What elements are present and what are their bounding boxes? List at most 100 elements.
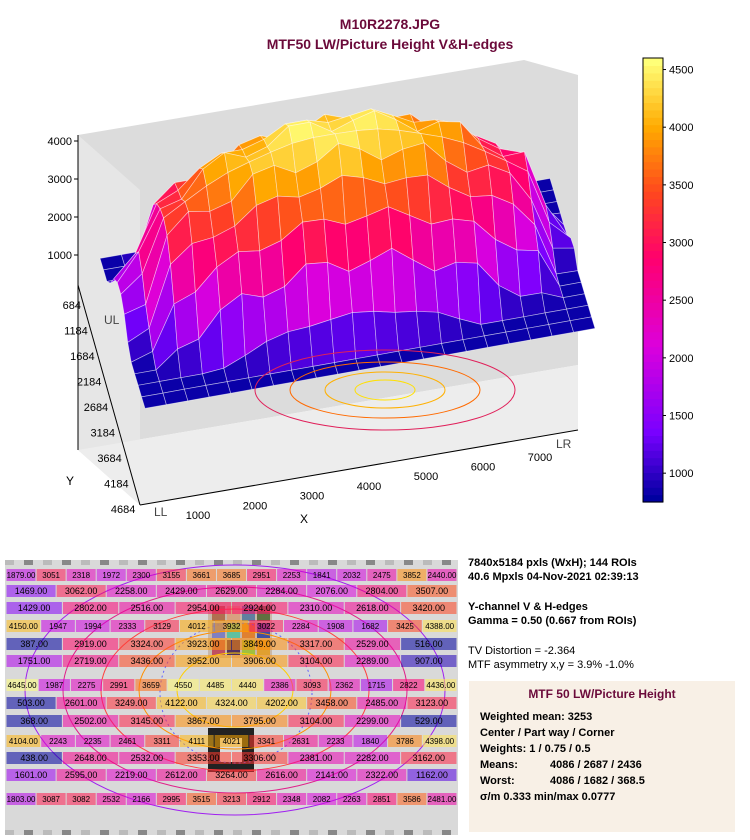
roi-box [96,569,126,581]
x-tick-label: 1000 [186,510,210,522]
colorbar-tick-label: 4000 [669,122,693,134]
roi-box [156,697,206,709]
distortion-info: TV Distortion = -2.364 MTF asymmetry x,y… [468,644,634,672]
stats-panel: MTF 50 LW/Picture Height Weighted mean: … [469,681,735,832]
roi-box [36,793,66,805]
floor-contour-1 [289,361,481,419]
roi-box [6,620,41,632]
roi-box [401,602,457,614]
roi-value: 3436.00 [131,656,164,666]
roi-value: 2235 [84,737,102,746]
roi-box [367,793,397,805]
roi-value: 2502.00 [74,716,107,726]
roi-box [62,655,119,667]
roi-value: 2532 [102,795,120,804]
weighted-mean: Weighted mean: 3253 [480,711,593,723]
roi-value: 3317.00 [300,639,333,649]
roi-value: 2919.00 [74,639,107,649]
roi-value: 2141.00 [315,770,348,780]
roi-box [126,793,156,805]
roi-box [6,735,41,747]
roi-value: 1840 [361,737,379,746]
roi-box [307,793,337,805]
roi-value: 3062.00 [65,586,98,596]
roi-value: 1601.00 [15,770,48,780]
x-tick-label: 6000 [471,462,495,474]
roi-box [257,769,307,781]
roi-value: 3264.00 [215,770,248,780]
roi-box [288,655,344,667]
roi-value: 3104.00 [300,656,333,666]
roi-box [119,602,175,614]
roi-value: 4104.00 [9,737,38,746]
roi-box [6,585,56,597]
x-axis-label: X [300,512,308,525]
roi-value: 2995 [162,795,180,804]
center-circle [159,622,313,764]
roi-value: 2284.00 [265,586,298,596]
roi-value: 3420.00 [413,603,446,613]
roi-box [328,679,360,691]
roi-value: 2300 [132,571,150,580]
roi-value: 2299.00 [356,716,389,726]
roi-value: 2475 [373,571,391,580]
roi-value: 2362 [335,681,353,690]
roi-box [257,697,307,709]
roi-value: 2289.00 [356,656,389,666]
roi-value: 387.00 [20,639,48,649]
corner-label-ll: LL [154,505,168,519]
roi-box [41,735,75,747]
roi-box [284,735,318,747]
roi-box [407,697,457,709]
roi-box [232,715,288,727]
means-value: 4086 / 2687 / 2436 [550,759,642,771]
roi-box [232,752,288,764]
roi-value: 1429.00 [18,603,51,613]
roi-value: 2253 [283,571,301,580]
roi-box [56,697,106,709]
roi-box [186,793,216,805]
floor-contours [254,349,516,431]
z-tick-label: 4000 [48,136,72,148]
roi-value: 516.00 [415,639,443,649]
roi-value: 4202.00 [265,698,298,708]
roi-value: 2532.00 [131,753,164,763]
colorbar-tick-label: 2500 [669,295,693,307]
surface-plot: 1000 2000 3000 4000 684 1184 1684 2184 2684 3184 3… [48,60,596,525]
roi-box [6,655,62,667]
roi-value: 2282.00 [356,753,389,763]
roi-value: 3311 [154,737,172,746]
roi-box [407,769,457,781]
roi-map: 1879.00 3051 2318 1972 2300 3155 3661 3685 2951 2… [5,560,458,835]
roi-value: 3923.00 [187,639,220,649]
roi-box [156,569,186,581]
roi-value: 3425 [396,622,414,631]
roi-value: 2381.00 [300,753,333,763]
roi-box [66,793,96,805]
z-tick-label: 3000 [48,174,72,186]
roi-box [288,602,344,614]
roi-value: 3213 [223,795,241,804]
roi-box [96,793,126,805]
roi-box [199,679,231,691]
roi-value: 4122.00 [165,698,198,708]
surface-mesh [99,108,596,409]
roi-value: 2485.00 [366,698,399,708]
roi-value: 907.00 [415,656,443,666]
y-tick-label: 3184 [91,428,115,440]
roi-box [307,697,357,709]
roi-box [360,679,393,691]
roi-value: 1947 [49,622,67,631]
chart-title-block: M10R2278.JPG MTF50 LW/Picture Height V&H… [0,14,750,54]
center-partway-corner: Center / Part way / Corner [480,727,615,739]
roi-value: 3661 [193,571,211,580]
roi-value: 3852 [403,571,421,580]
roi-box [307,569,337,581]
roi-value: 2516.00 [131,603,164,613]
roi-box [167,679,199,691]
roi-value: 4436.00 [426,681,455,690]
roi-value: 4550 [174,681,192,690]
roi-value: 2529.00 [356,639,389,649]
roi-box [425,679,457,691]
roi-value: 3507.00 [416,586,449,596]
